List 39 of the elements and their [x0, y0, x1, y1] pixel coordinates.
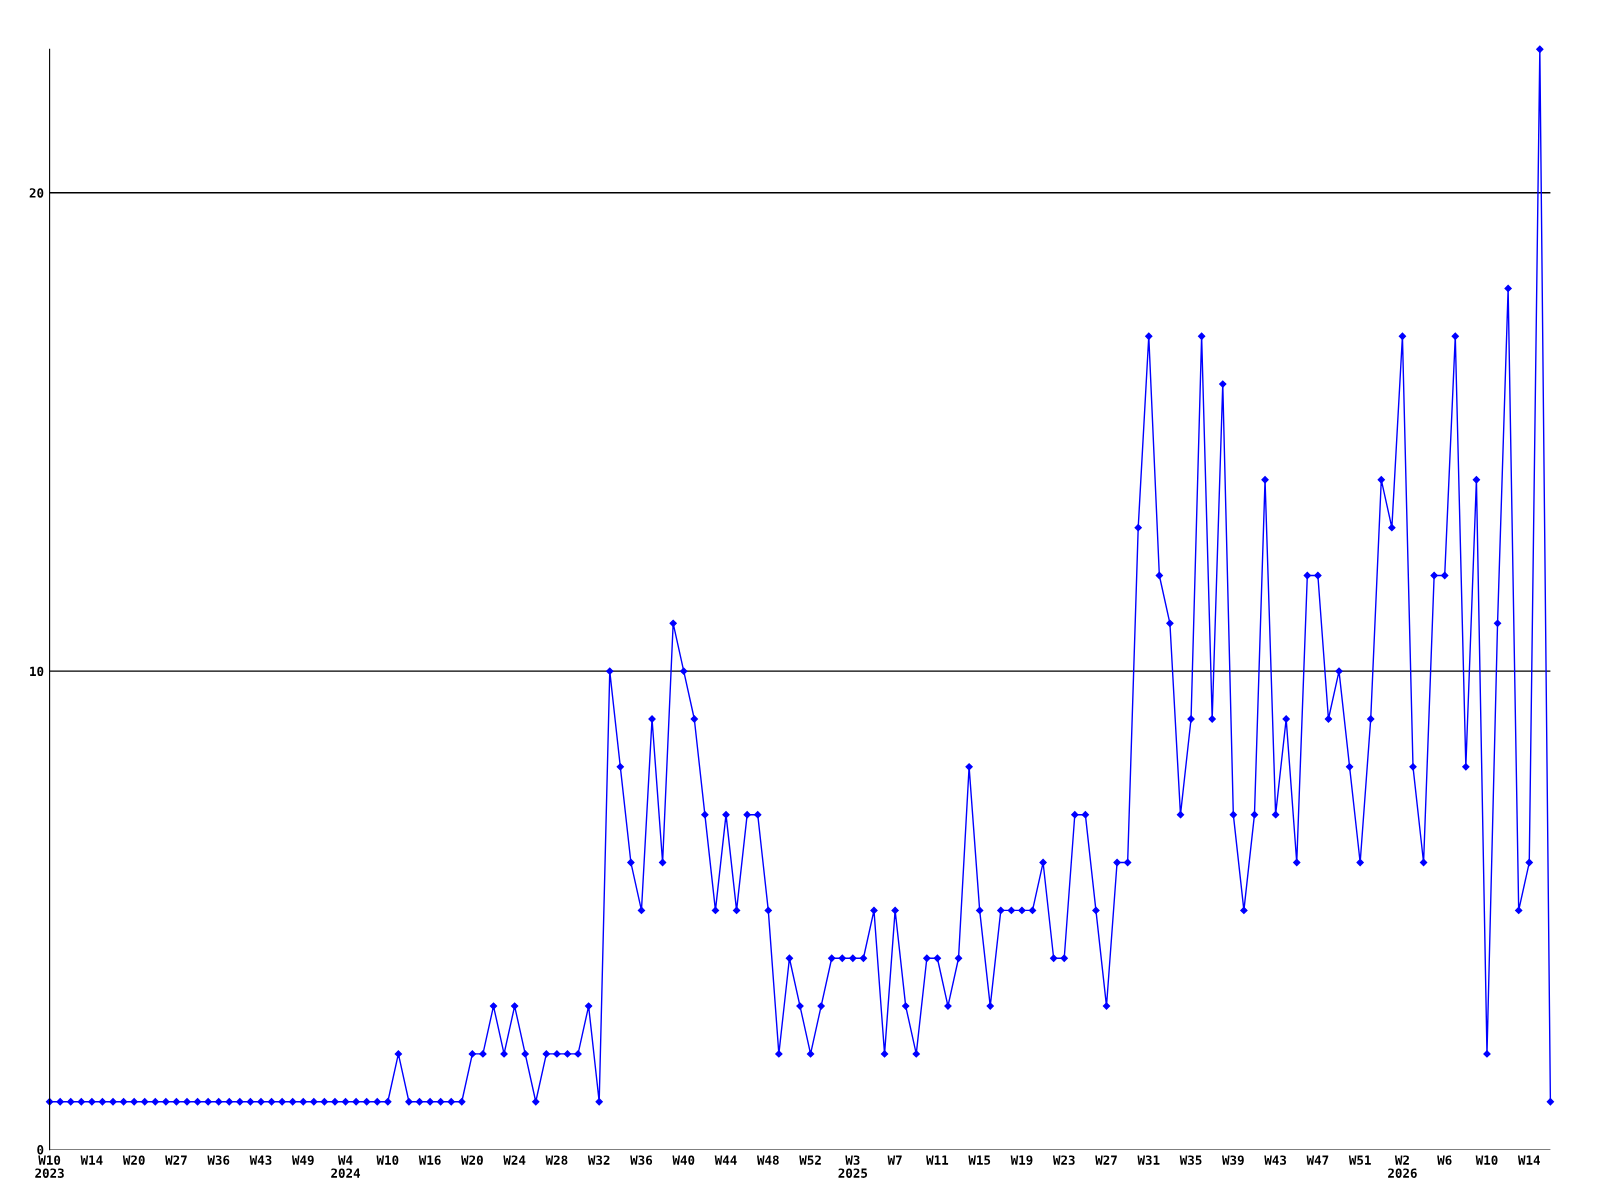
- x-tick-label: W24: [503, 1155, 526, 1165]
- x-tick-label: W35: [1179, 1155, 1202, 1165]
- x-tick-label: W16: [418, 1155, 441, 1165]
- x-tick-label: W11: [926, 1155, 949, 1165]
- x-tick-label: W43: [249, 1155, 272, 1165]
- x-tick-label: W36: [630, 1155, 653, 1165]
- x-tick-label: W6: [1437, 1155, 1452, 1165]
- x-tick-label: W2 2026: [1388, 1155, 1417, 1178]
- x-tick-label: W40: [672, 1155, 695, 1165]
- x-tick-label: W14: [80, 1155, 103, 1165]
- y-tick-label: 0: [37, 1145, 44, 1155]
- x-tick-label: W32: [587, 1155, 610, 1165]
- x-tick-label: W10: [1475, 1155, 1498, 1165]
- x-tick-label: W51: [1348, 1155, 1371, 1165]
- y-tick-label: 10: [30, 666, 44, 677]
- x-tick-label: W47: [1306, 1155, 1329, 1165]
- x-tick-label: W15: [968, 1155, 991, 1165]
- x-tick-label: W27: [1095, 1155, 1117, 1165]
- x-tick-label: W27: [165, 1155, 187, 1165]
- x-tick-label: W10: [376, 1155, 399, 1165]
- x-tick-label: W14: [1517, 1155, 1540, 1165]
- x-tick-label: W44: [714, 1155, 737, 1165]
- x-tick-label: W36: [207, 1155, 230, 1165]
- x-tick-label: W7: [887, 1155, 902, 1165]
- x-tick-label: W20: [122, 1155, 145, 1165]
- x-tick-label: W10 2023: [35, 1155, 64, 1178]
- x-tick-label: W48: [757, 1155, 779, 1165]
- x-tick-label: W31: [1137, 1155, 1160, 1165]
- x-tick-label: W4 2024: [331, 1155, 361, 1178]
- x-tick-label: W3 2025: [838, 1155, 868, 1178]
- x-tick-label: W39: [1222, 1155, 1244, 1165]
- y-tick-label: 20: [29, 188, 44, 198]
- x-tick-label: W23: [1052, 1155, 1075, 1165]
- x-tick-label: W20: [461, 1155, 483, 1165]
- x-tick-label: W49: [291, 1155, 314, 1165]
- x-tick-label: W19: [1010, 1155, 1033, 1165]
- x-tick-label: W28: [545, 1155, 568, 1165]
- x-tick-label: W52: [799, 1155, 821, 1165]
- x-tick-label: W43: [1264, 1155, 1287, 1165]
